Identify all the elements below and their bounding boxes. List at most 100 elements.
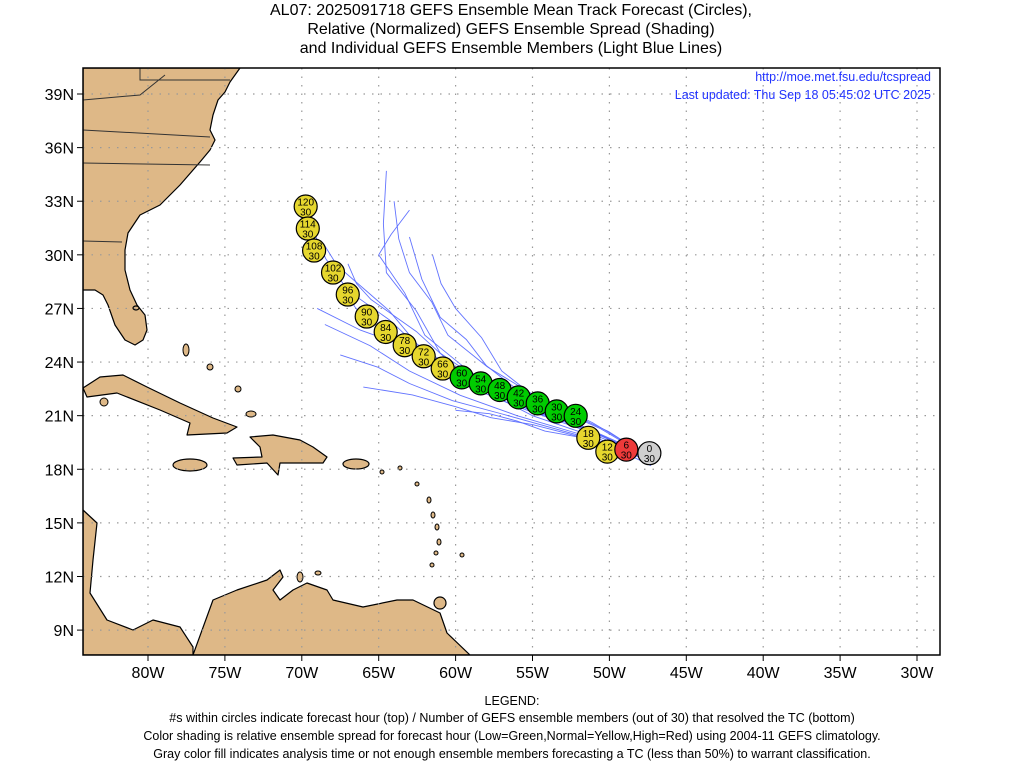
forecast-hour-label: 78 bbox=[399, 336, 411, 347]
member-count-label: 30 bbox=[309, 252, 321, 263]
forecast-hour-label: 96 bbox=[342, 286, 354, 297]
last-updated-text: Last updated: Thu Sep 18 05:45:02 UTC 20… bbox=[675, 88, 931, 102]
forecast-hour-label: 0 bbox=[647, 444, 653, 455]
lon-tick-label: 45W bbox=[670, 665, 704, 682]
ensemble-member-track bbox=[432, 254, 649, 458]
track-circle bbox=[335, 282, 360, 307]
member-count-label: 30 bbox=[602, 453, 614, 464]
lat-tick-label: 18N bbox=[45, 462, 74, 479]
member-count-label: 30 bbox=[570, 417, 582, 428]
track-circle bbox=[614, 437, 639, 462]
track-circle bbox=[637, 441, 662, 466]
member-count-label: 30 bbox=[513, 398, 525, 409]
member-count-label: 30 bbox=[437, 370, 449, 381]
member-count-label: 30 bbox=[302, 230, 314, 241]
member-count-label: 30 bbox=[532, 404, 544, 415]
member-count-label: 30 bbox=[300, 208, 312, 219]
forecast-hour-label: 102 bbox=[325, 264, 342, 275]
legend-line-3: Gray color fill indicates analysis time … bbox=[153, 747, 870, 761]
member-count-label: 30 bbox=[327, 274, 339, 285]
source-url-link[interactable]: http://moe.met.fsu.edu/tcspread bbox=[755, 70, 931, 84]
forecast-hour-label: 54 bbox=[475, 374, 487, 385]
forecast-hour-label: 48 bbox=[494, 381, 506, 392]
land-us-east-coast bbox=[83, 68, 241, 346]
track-circle bbox=[392, 333, 417, 358]
land-trinidad bbox=[433, 596, 447, 610]
title-line-1: AL07: 2025091718 GEFS Ensemble Mean Trac… bbox=[270, 2, 752, 19]
track-circle bbox=[411, 344, 436, 369]
land-cuba bbox=[83, 374, 238, 436]
axes-labels: 39N 36N 33N 30N 27N 24N 21N 18N 15N 12N 9N 80W 75W 70… bbox=[45, 87, 935, 682]
track-point-hour-6[interactable]: 630 bbox=[614, 437, 639, 462]
legend-line-1: #s within circles indicate forecast hour… bbox=[169, 711, 854, 725]
lon-tick-label: 50W bbox=[593, 665, 627, 682]
land-jamaica bbox=[172, 458, 208, 472]
lon-tick-label: 65W bbox=[362, 665, 396, 682]
title-line-2: Relative (Normalized) GEFS Ensemble Spre… bbox=[307, 21, 714, 38]
lat-tick-label: 24N bbox=[45, 355, 74, 372]
track-circle bbox=[295, 216, 320, 241]
forecast-hour-label: 18 bbox=[583, 429, 595, 440]
lon-tick-label: 40W bbox=[747, 665, 781, 682]
forecast-hour-label: 84 bbox=[380, 323, 392, 334]
forecast-hour-label: 60 bbox=[456, 368, 468, 379]
forecast-hour-label: 114 bbox=[300, 220, 316, 231]
lat-tick-label: 27N bbox=[45, 301, 74, 318]
lat-tick-label: 21N bbox=[45, 409, 74, 426]
member-count-label: 30 bbox=[399, 346, 411, 357]
track-circle bbox=[320, 260, 346, 285]
forecast-hour-label: 72 bbox=[418, 347, 430, 358]
member-count-label: 30 bbox=[342, 296, 354, 307]
forecast-hour-label: 120 bbox=[297, 198, 314, 209]
track-circle bbox=[301, 238, 327, 263]
lat-tick-label: 36N bbox=[45, 141, 74, 158]
forecast-hour-label: 108 bbox=[306, 242, 323, 253]
track-point-hour-0[interactable]: 030 bbox=[637, 441, 662, 466]
forecast-hour-label: 24 bbox=[570, 407, 582, 418]
member-count-label: 30 bbox=[644, 454, 656, 465]
plot-frame bbox=[82, 67, 941, 656]
lon-tick-label: 70W bbox=[285, 665, 319, 682]
track-circle bbox=[354, 304, 379, 329]
member-count-label: 30 bbox=[475, 384, 487, 395]
lon-tick-label: 55W bbox=[516, 665, 550, 682]
lat-tick-label: 12N bbox=[45, 569, 74, 586]
land-south-america bbox=[192, 569, 471, 655]
member-count-label: 30 bbox=[583, 439, 595, 450]
lat-tick-label: 9N bbox=[54, 623, 74, 640]
member-count-label: 30 bbox=[494, 391, 506, 402]
forecast-hour-label: 42 bbox=[513, 388, 525, 399]
forecast-hour-label: 30 bbox=[551, 402, 563, 413]
graticule bbox=[83, 68, 940, 655]
land-florida-lake bbox=[132, 305, 140, 311]
land-puerto-rico bbox=[342, 458, 370, 470]
lat-tick-label: 15N bbox=[45, 516, 74, 533]
lat-tick-label: 39N bbox=[45, 87, 74, 104]
lat-tick-label: 33N bbox=[45, 194, 74, 211]
lon-tick-label: 60W bbox=[439, 665, 473, 682]
land-masses bbox=[83, 68, 471, 655]
forecast-hour-label: 36 bbox=[532, 394, 544, 405]
member-count-label: 30 bbox=[361, 318, 373, 329]
legend-heading: LEGEND: bbox=[485, 694, 540, 708]
title-line-3: and Individual GEFS Ensemble Members (Li… bbox=[300, 40, 722, 57]
legend-line-2: Color shading is relative ensemble sprea… bbox=[143, 729, 880, 743]
forecast-hour-label: 12 bbox=[602, 443, 614, 454]
